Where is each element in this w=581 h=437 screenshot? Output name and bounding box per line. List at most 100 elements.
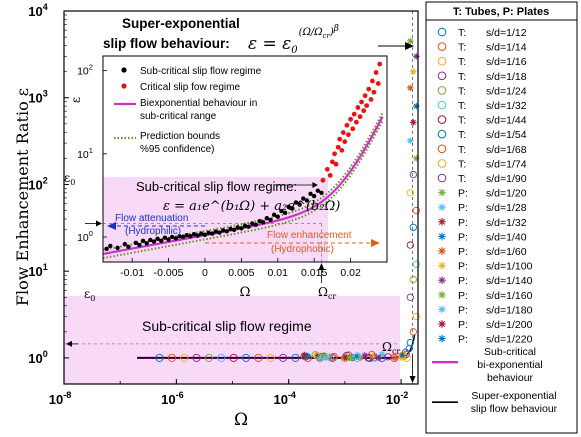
enhancement-label: Flow enhancement [267,230,352,241]
legend-type-12: P: [458,202,468,214]
inset-critical-point-13 [348,117,353,122]
legend-label-9: s/d=1/74 [486,158,527,170]
inset-subcritical-point-42 [268,218,272,222]
inset-subcritical-point-7 [141,239,145,243]
inset-legend-biexp-label2: sub-critical range [140,111,217,122]
inset-critical-point-16 [354,120,359,125]
inset-critical-point-5 [334,162,339,167]
inset-subcritical-point-54 [312,194,316,198]
inset-subcritical-point-30 [225,229,229,233]
legend-label-2: s/d=1/16 [486,56,527,68]
inset-subcritical-point-35 [243,224,247,228]
legend-type-10: T: [458,173,466,185]
inset-critical-point-24 [369,97,374,102]
inset-subcritical-point-38 [254,223,258,227]
legend-marker-19 [438,306,446,314]
legend-label-12: s/d=1/28 [486,202,527,214]
inset-x-tick-label-1: -0.005 [154,267,184,279]
inset-subcritical-point-8 [144,241,148,245]
inset-fit-formula: ε = a₁e^(b₁Ω) + a₂e^(b₂Ω) [163,199,340,214]
legend-label-6: s/d=1/44 [486,115,527,127]
legend-marker-15 [438,247,446,255]
inset-subcritical-point-32 [232,228,236,232]
legend-biexp-label-1: Sub-critical [484,346,536,358]
inset-subcritical-point-36 [246,224,250,228]
inset-subcritical-point-12 [159,239,163,243]
main-legend-title: T: Tubes, P: Plates [453,6,549,18]
main-legend: T: Tubes, P: Plates T: s/d=1/12T: s/d=1/14… [426,2,577,433]
legend-label-11: s/d=1/20 [486,188,527,200]
inset-subcritical-point-53 [308,192,312,196]
legend-biexp-label-2: bi-exponential [477,359,542,371]
main-data-point [346,355,352,361]
inset-subcritical-point-33 [236,225,240,229]
legend-label-14: s/d=1/40 [486,231,527,243]
inset-x-tick-label-5: 0.015 [301,267,327,279]
inset-subcritical-point-0 [104,247,108,251]
legend-label-16: s/d=1/100 [486,261,533,273]
legend-label-3: s/d=1/18 [486,71,527,83]
inset-legend-critical-dot [121,83,126,88]
legend-marker-18 [438,291,446,299]
legend-type-1: T: [458,42,466,54]
legend-type-9: T: [458,158,466,170]
legend-type-2: T: [458,56,466,68]
inset-subcritical-point-1 [108,244,112,248]
legend-type-0: T: [458,27,466,39]
inset-subcritical-point-56 [319,191,323,195]
legend-type-20: P: [458,319,468,331]
legend-type-15: P: [458,246,468,258]
attenuation-label: Flow attenuation [115,213,188,224]
main-x-tick-label-3: 10-2 [386,390,408,407]
inset-critical-point-28 [376,81,381,86]
attenuation-sub: (Hydrophilic) [125,226,181,237]
inset-legend-subcritical-label: Sub-critical slip flow regime [140,66,262,77]
legend-type-17: P: [458,275,468,287]
headline-line2: slip flow behaviour: [103,36,230,51]
inset-critical-point-25 [370,79,375,84]
legend-type-11: P: [458,188,468,200]
inset-critical-point-11 [345,123,350,128]
inset-subcritical-point-10 [152,239,156,243]
inset-critical-point-15 [352,112,357,117]
inset-legend-biexp-label: Biexponential behaviour in [140,98,257,109]
inset-x-tick-label-2: 0 [202,267,208,279]
main-data-point [407,38,413,44]
inset-critical-point-22 [364,103,369,108]
legend-type-13: P: [458,217,468,229]
inset-subcritical-point-3 [123,242,127,246]
inset-critical-point-10 [342,139,347,144]
inset-legend-subcritical-dot [121,67,126,72]
region-label: Sub-critical slip flow regime [142,318,312,334]
inset-critical-point-23 [366,87,371,92]
main-data-point [322,355,328,361]
legend-type-19: P: [458,304,468,316]
legend-label-13: s/d=1/32 [486,217,527,229]
inset-x-tick-label-6: 0.02 [340,267,361,279]
legend-type-18: P: [458,290,468,302]
inset-critical-point-4 [332,151,337,156]
legend-marker-12 [438,203,446,211]
legend-label-19: s/d=1/180 [486,304,533,316]
inset-x-tick-label-3: 0.005 [228,267,254,279]
inset-subcritical-point-44 [276,215,280,219]
inset-subcritical-point-2 [115,246,119,250]
inset-y-label: ε [69,97,83,103]
inset-critical-point-19 [359,100,364,105]
inset-legend-critical-label: Critical slip fow regime [140,82,240,93]
enhancement-sub: (Hydrophobic) [271,244,334,255]
inset-subcritical-point-40 [261,220,265,224]
inset-regime-title: Sub-critical slip flow regime: [136,179,297,194]
legend-marker-20 [438,320,446,328]
legend-label-10: s/d=1/90 [486,173,527,185]
legend-type-4: T: [458,85,466,97]
main-x-label: Ω [234,410,248,430]
main-x-tick-label-2: 10-4 [273,390,295,407]
inset-critical-point-14 [350,126,355,131]
inset-critical-point-18 [358,114,363,119]
inset-subcritical-point-4 [126,245,130,249]
inset-x-tick-label-4: 0.01 [268,267,289,279]
inset-critical-point-20 [361,108,366,113]
legend-biexp-label-3: behaviour [487,372,534,384]
inset-critical-point-2 [328,173,333,178]
